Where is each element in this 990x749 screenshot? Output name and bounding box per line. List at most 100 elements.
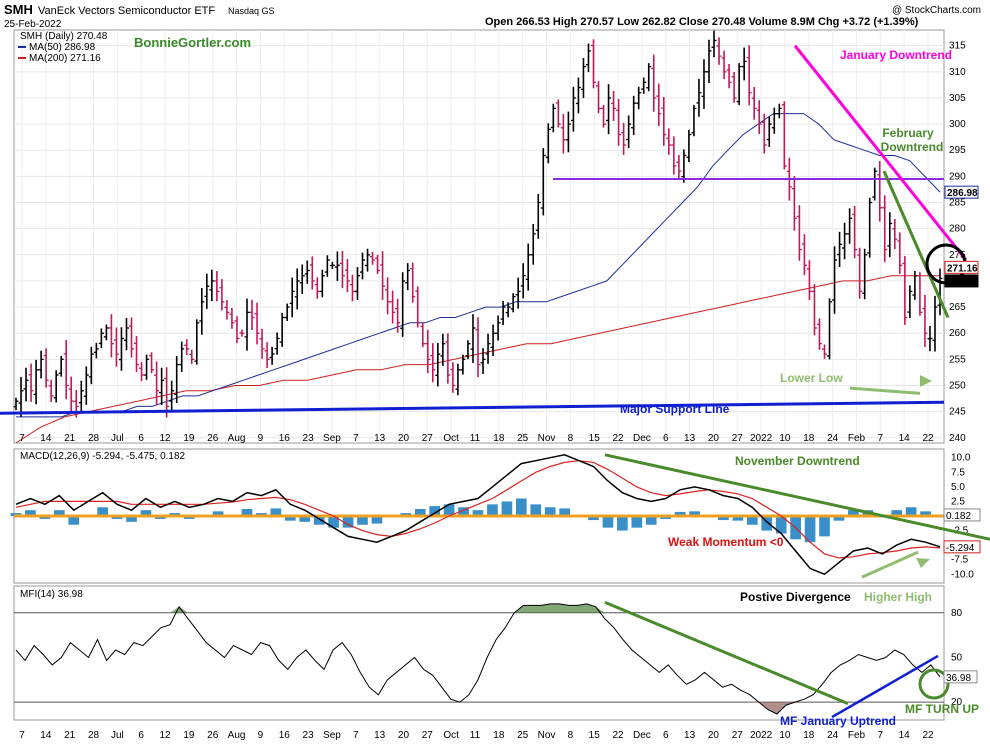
- price-bar: [189, 349, 195, 365]
- price-bar: [314, 277, 320, 299]
- price-bar: [88, 346, 94, 385]
- price-bar: [646, 63, 652, 92]
- price-bar: [129, 317, 134, 358]
- price-bar: [385, 277, 391, 315]
- mfi-tick-label: 80: [951, 608, 963, 619]
- lower-low-arrowhead: [920, 375, 932, 387]
- price-bar: [48, 379, 54, 402]
- macd-histogram-bar: [241, 509, 253, 516]
- x-tick-label: Sep: [323, 730, 341, 741]
- price-tick-label: 305: [949, 93, 966, 104]
- macd-histogram-bar: [804, 516, 816, 543]
- january-downtrend-line: [793, 44, 968, 261]
- price-bar: [555, 99, 561, 128]
- price-bar: [410, 262, 416, 303]
- annotation-february-downtrend-1: February: [882, 126, 934, 140]
- price-tick-label: 265: [949, 302, 966, 313]
- price-bar: [897, 232, 903, 274]
- price-bar: [530, 223, 536, 265]
- macd-histogram-bar: [530, 504, 542, 516]
- price-bar: [726, 63, 732, 89]
- x-tick-label: 8: [568, 433, 574, 444]
- macd-histogram-bar: [487, 504, 498, 516]
- x-tick-label: Jul: [111, 433, 124, 444]
- price-bar: [857, 247, 863, 299]
- price-bar: [309, 256, 315, 290]
- x-tick-label: 18: [493, 730, 505, 741]
- price-bar: [123, 318, 129, 351]
- price-bar: [18, 376, 24, 417]
- price-bar: [570, 86, 576, 132]
- macd-histogram-bar: [833, 516, 845, 521]
- price-bar: [816, 318, 822, 350]
- x-tick-label: 15: [589, 730, 601, 741]
- x-tick-label: 19: [183, 433, 195, 444]
- macd-histogram-bar: [732, 516, 744, 521]
- macd-histogram-bar: [689, 511, 700, 516]
- price-bar: [666, 128, 672, 155]
- watermark: @ StockCharts.com: [892, 5, 981, 16]
- price-bar: [626, 115, 632, 149]
- price-bar: [254, 302, 260, 345]
- price-bar: [540, 148, 546, 216]
- last-value-box: [944, 185, 979, 199]
- mfi-uptrend-line: [831, 654, 939, 719]
- x-tick-label: 20: [708, 730, 720, 741]
- price-bar: [375, 254, 381, 274]
- price-bar: [204, 273, 210, 309]
- macd-histogram-bar: [357, 516, 368, 525]
- x-tick-label: 27: [732, 433, 744, 444]
- price-bar: [199, 288, 205, 335]
- mfi-last-value-box: [943, 670, 978, 684]
- price-bar: [23, 367, 29, 402]
- price-panel-frame: [13, 29, 945, 444]
- x-tick-label: 15: [589, 433, 601, 444]
- price-bar: [716, 37, 722, 65]
- price-bar: [927, 325, 933, 352]
- price-bar: [324, 255, 330, 277]
- x-tick-label: 14: [40, 433, 52, 444]
- annotation-january-downtrend: January Downtrend: [840, 48, 952, 62]
- macd-histogram-bar: [718, 516, 729, 521]
- mfi-title: MFI(14) 36.98: [20, 589, 83, 600]
- x-tick-label: 22: [612, 433, 624, 444]
- x-tick-label: Nov: [538, 433, 556, 444]
- macd-histogram-bar: [674, 511, 686, 516]
- price-bar: [93, 342, 99, 359]
- price-bar: [169, 380, 175, 411]
- x-tick-label: 2022: [750, 730, 773, 741]
- macd-histogram-bar: [746, 516, 758, 525]
- higher-high-arrowhead: [916, 558, 930, 568]
- price-bar: [676, 154, 682, 179]
- annotation-february-downtrend-2: Downtrend: [881, 140, 944, 154]
- macd-last-value: 0.182: [946, 511, 971, 522]
- price-bar: [585, 43, 591, 73]
- x-tick-label: 23: [303, 433, 315, 444]
- price-bar: [525, 243, 531, 291]
- higher-high-arrow: [861, 550, 919, 579]
- price-bar: [234, 316, 240, 344]
- x-axis-bottom: 7 14 21 28 Jul 6 12 19 26 Aug 9 16 23 Sep 7 13 20 27 Oct 11…: [19, 730, 934, 741]
- macd-histogram-bar: [212, 511, 224, 516]
- x-tick-label: Feb: [848, 730, 866, 741]
- x-tick-label: Sep: [323, 433, 341, 444]
- x-tick-label: 20: [398, 433, 410, 444]
- price-bar: [560, 113, 566, 154]
- symbol: SMH: [4, 2, 33, 17]
- price-bar: [395, 298, 401, 333]
- macd-tick-label: -2.5: [951, 526, 969, 537]
- price-bar: [485, 333, 491, 364]
- x-tick-label: 7: [353, 730, 359, 741]
- x-tick-label: 7: [19, 433, 25, 444]
- macd-histogram-bar: [342, 516, 354, 528]
- macd-histogram-bar: [501, 501, 513, 516]
- price-bar: [731, 72, 737, 103]
- x-tick-label: 14: [899, 730, 911, 741]
- price-bar: [289, 277, 295, 318]
- macd-tick-label: -10.0: [951, 569, 974, 580]
- x-tick-label: 8: [568, 730, 574, 741]
- price-bar: [832, 246, 838, 314]
- macd-histogram-bar: [270, 508, 282, 516]
- price-bar: [480, 348, 486, 374]
- price-bar: [68, 376, 74, 414]
